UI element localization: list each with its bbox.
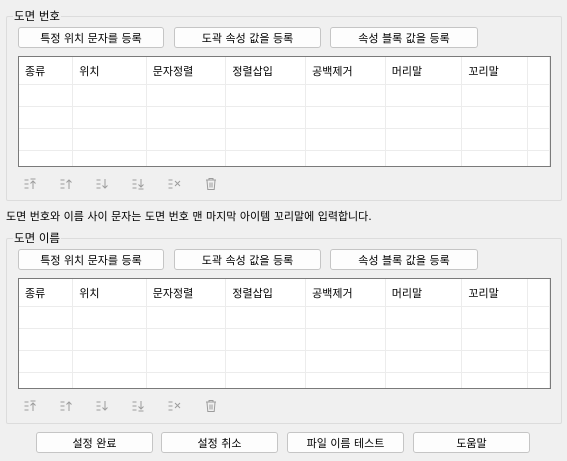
register-attr-value-button[interactable]: 도곽 속성 값을 등록 — [174, 27, 321, 48]
move-down-icon[interactable] — [96, 399, 132, 413]
register-specific-char-button[interactable]: 특정 위치 문자를 등록 — [18, 249, 164, 270]
table-row[interactable] — [19, 306, 550, 329]
column-header[interactable]: 공백제거 — [305, 57, 386, 85]
column-header[interactable]: 공백제거 — [305, 279, 386, 307]
table-row[interactable] — [19, 372, 550, 388]
table-row[interactable] — [19, 128, 550, 151]
delete-all-icon[interactable] — [204, 399, 240, 413]
table-row[interactable] — [19, 106, 550, 129]
column-header[interactable]: 정렬삽입 — [225, 57, 307, 85]
delete-icon[interactable] — [168, 177, 204, 191]
drawing-name-group: 도면 이름 특정 위치 문자를 등록 도곽 속성 값을 등록 속성 블록 값을 … — [6, 230, 562, 424]
move-up-icon[interactable] — [60, 399, 96, 413]
drawing-number-title: 도면 번호 — [13, 8, 61, 24]
drawing-name-toolbar — [24, 399, 240, 413]
drawing-name-table[interactable]: 종류 위치 문자정렬 정렬삽입 공백제거 머리말 꼬리말 — [18, 278, 551, 389]
move-bottom-icon[interactable] — [132, 177, 168, 191]
delete-icon[interactable] — [168, 399, 204, 413]
register-attr-value-button[interactable]: 도곽 속성 값을 등록 — [174, 249, 321, 270]
column-header[interactable]: 문자정렬 — [146, 57, 227, 85]
column-header[interactable]: 종류 — [19, 57, 74, 85]
column-header-filler — [527, 57, 550, 85]
cancel-settings-button[interactable]: 설정 취소 — [161, 432, 278, 453]
help-button[interactable]: 도움말 — [413, 432, 530, 453]
move-top-icon[interactable] — [24, 399, 60, 413]
column-header[interactable]: 문자정렬 — [146, 279, 227, 307]
column-header-filler — [527, 279, 550, 307]
table-row[interactable] — [19, 350, 550, 373]
column-header[interactable]: 위치 — [72, 279, 147, 307]
column-header[interactable]: 종류 — [19, 279, 74, 307]
filename-test-button[interactable]: 파일 이름 테스트 — [287, 432, 404, 453]
table-row[interactable] — [19, 150, 550, 166]
drawing-number-group: 도면 번호 특정 위치 문자를 등록 도곽 속성 값을 등록 속성 블록 값을 … — [6, 8, 562, 201]
move-up-icon[interactable] — [60, 177, 96, 191]
table-header-row: 종류 위치 문자정렬 정렬삽입 공백제거 머리말 꼬리말 — [19, 57, 550, 85]
column-header[interactable]: 꼬리말 — [461, 279, 529, 307]
drawing-number-table[interactable]: 종류 위치 문자정렬 정렬삽입 공백제거 머리말 꼬리말 — [18, 56, 551, 167]
table-row[interactable] — [19, 328, 550, 351]
column-header[interactable]: 머리말 — [385, 57, 463, 85]
register-specific-char-button[interactable]: 특정 위치 문자를 등록 — [18, 27, 164, 48]
move-down-icon[interactable] — [96, 177, 132, 191]
drawing-number-toolbar — [24, 177, 240, 191]
table-row[interactable] — [19, 84, 550, 107]
drawing-name-title: 도면 이름 — [13, 230, 61, 246]
register-block-attr-value-button[interactable]: 속성 블록 값을 등록 — [330, 249, 478, 270]
table-header-row: 종류 위치 문자정렬 정렬삽입 공백제거 머리말 꼬리말 — [19, 279, 550, 307]
delete-all-icon[interactable] — [204, 177, 240, 191]
column-header[interactable]: 정렬삽입 — [225, 279, 307, 307]
column-header[interactable]: 머리말 — [385, 279, 463, 307]
move-top-icon[interactable] — [24, 177, 60, 191]
register-block-attr-value-button[interactable]: 속성 블록 값을 등록 — [330, 27, 478, 48]
column-header[interactable]: 꼬리말 — [461, 57, 529, 85]
separator-note: 도면 번호와 이름 사이 문자는 도면 번호 맨 마지막 아이템 꼬리말에 입력… — [6, 210, 372, 223]
apply-settings-button[interactable]: 설정 완료 — [36, 432, 153, 453]
move-bottom-icon[interactable] — [132, 399, 168, 413]
column-header[interactable]: 위치 — [72, 57, 147, 85]
